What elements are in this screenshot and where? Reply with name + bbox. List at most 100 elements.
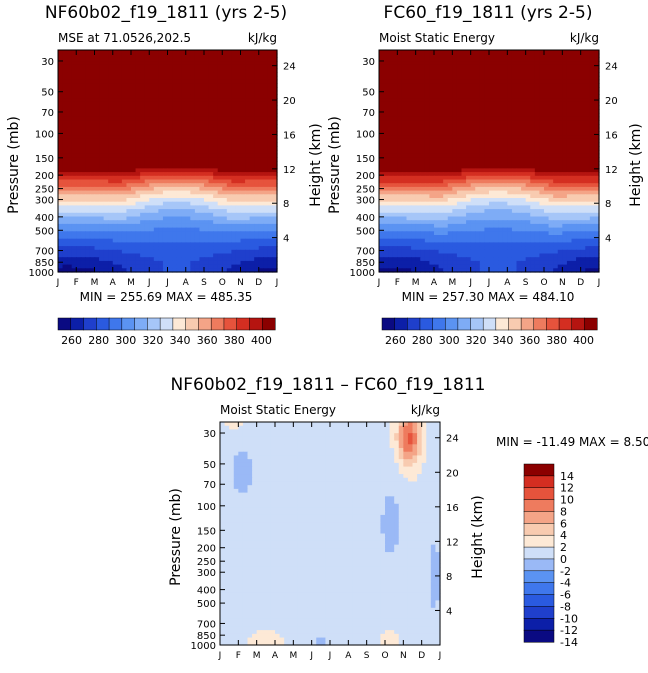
contour-cell (268, 135, 273, 139)
contour-cell (402, 176, 407, 180)
contour-cell (172, 224, 177, 228)
contour-cell (213, 94, 218, 98)
contour-cell (149, 242, 154, 246)
contour-cell (457, 80, 462, 84)
contour-cell (108, 91, 113, 95)
contour-cell (222, 128, 227, 132)
contour-cell (158, 150, 163, 154)
contour-cell (218, 250, 223, 254)
contour-cell (172, 117, 177, 121)
contour-cell (512, 202, 517, 206)
contour-cell (457, 168, 462, 172)
contour-cell (448, 154, 453, 158)
contour-cell (416, 176, 421, 180)
contour-cell (72, 205, 77, 209)
contour-cell (471, 113, 476, 117)
contour-cell (186, 265, 191, 269)
contour-cell (236, 98, 241, 102)
contour-cell (384, 165, 389, 169)
contour-cell (507, 98, 512, 102)
contour-cell (76, 157, 81, 161)
contour-cell (231, 124, 236, 128)
contour-cell (397, 128, 402, 132)
contour-cell (254, 242, 259, 246)
contour-cell (145, 168, 150, 172)
contour-cell (209, 87, 214, 91)
contour-cell (407, 165, 412, 169)
contour-cell (530, 198, 535, 202)
contour-cell (67, 261, 72, 265)
contour-cell (177, 106, 182, 110)
contour-cell (457, 143, 462, 147)
contour-cell (507, 154, 512, 158)
contour-cell (581, 76, 586, 80)
contour-cell (558, 91, 563, 95)
contour-cell (416, 113, 421, 117)
contour-cell (241, 202, 246, 206)
contour-cell (90, 131, 95, 135)
contour-cell (498, 154, 503, 158)
contour-cell (498, 194, 503, 198)
contour-cell (443, 87, 448, 91)
contour-cell (576, 143, 581, 147)
contour-cell (204, 183, 209, 187)
contour-cell (562, 187, 567, 191)
contour-cell (131, 128, 136, 132)
contour-cell (512, 154, 517, 158)
contour-cell (576, 69, 581, 73)
contour-cell (213, 239, 218, 243)
contour-cell (407, 50, 412, 54)
contour-cell (113, 113, 118, 117)
contour-cell (245, 261, 250, 265)
contour-cell (443, 94, 448, 98)
contour-cell (122, 109, 127, 113)
contour-cell (254, 154, 259, 158)
contour-cell (163, 257, 168, 261)
contour-cell (149, 143, 154, 147)
contour-cell (402, 180, 407, 184)
contour-cell (163, 117, 168, 121)
contour-cell (585, 176, 590, 180)
contour-cell (439, 143, 444, 147)
contour-cell (154, 117, 159, 121)
contour-cell (186, 213, 191, 217)
contour-cell (168, 187, 173, 191)
contour-cell (99, 235, 104, 239)
pressure-tick-label: 70 (41, 108, 54, 119)
contour-cell (199, 69, 204, 73)
contour-cell (250, 50, 255, 54)
contour-cell (222, 131, 227, 135)
contour-cell (241, 254, 246, 258)
contour-cell (72, 202, 77, 206)
colorbar-label: 340 (170, 334, 191, 347)
contour-cell (549, 94, 554, 98)
contour-cell (145, 157, 150, 161)
contour-cell (85, 80, 90, 84)
contour-cell (195, 54, 200, 58)
contour-cell (567, 72, 572, 76)
contour-cell (199, 120, 204, 124)
contour-cell (471, 172, 476, 176)
contour-cell (145, 198, 150, 202)
contour-cell (581, 187, 586, 191)
contour-cell (90, 228, 95, 232)
contour-cell (145, 117, 150, 121)
contour-cell (140, 61, 145, 65)
contour-cell (263, 135, 268, 139)
contour-cell (512, 80, 517, 84)
contour-cell (172, 213, 177, 217)
contour-cell (218, 168, 223, 172)
contour-cell (85, 109, 90, 113)
contour-cell (480, 135, 485, 139)
contour-cell (439, 135, 444, 139)
contour-cell (443, 76, 448, 80)
contour-cell (471, 65, 476, 69)
contour-cell (388, 135, 393, 139)
contour-cell (512, 98, 517, 102)
contour-cell (72, 257, 77, 261)
contour-cell (241, 187, 246, 191)
contour-cell (250, 213, 255, 217)
contour-cell (567, 83, 572, 87)
contour-cell (590, 94, 595, 98)
contour-cell (227, 69, 232, 73)
